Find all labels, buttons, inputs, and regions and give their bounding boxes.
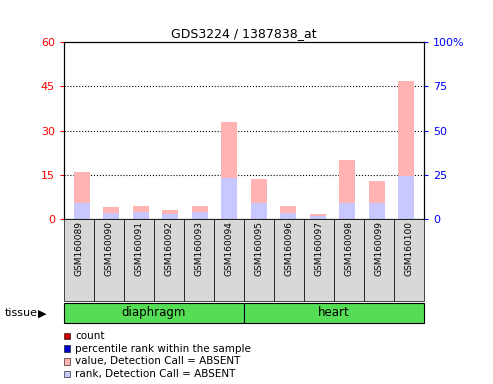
Bar: [221, 122, 238, 219]
Bar: [154, 219, 184, 301]
Bar: [274, 219, 304, 301]
Bar: [73, 203, 90, 219]
Bar: [244, 219, 274, 301]
Text: GSM160094: GSM160094: [224, 221, 234, 276]
Text: GSM160100: GSM160100: [404, 221, 414, 276]
Title: GDS3224 / 1387838_at: GDS3224 / 1387838_at: [171, 26, 317, 40]
Text: GSM160098: GSM160098: [345, 221, 353, 276]
Bar: [244, 303, 424, 323]
Bar: [73, 172, 90, 219]
Text: GSM160091: GSM160091: [135, 221, 143, 276]
Bar: [339, 160, 355, 219]
Text: GSM160092: GSM160092: [165, 221, 174, 276]
Bar: [214, 219, 244, 301]
Text: percentile rank within the sample: percentile rank within the sample: [75, 344, 251, 354]
Text: diaphragm: diaphragm: [122, 306, 186, 319]
Bar: [192, 212, 208, 219]
Bar: [64, 219, 94, 301]
Bar: [133, 212, 149, 219]
Bar: [304, 219, 334, 301]
Bar: [334, 219, 364, 301]
Bar: [310, 216, 326, 219]
Bar: [398, 176, 415, 219]
Bar: [280, 206, 296, 219]
Bar: [162, 210, 178, 219]
Text: rank, Detection Call = ABSENT: rank, Detection Call = ABSENT: [75, 369, 236, 379]
Text: ▶: ▶: [37, 308, 46, 318]
Text: GSM160096: GSM160096: [284, 221, 293, 276]
Bar: [192, 206, 208, 219]
Bar: [103, 207, 119, 219]
Text: heart: heart: [318, 306, 350, 319]
Bar: [339, 203, 355, 219]
Bar: [250, 203, 267, 219]
Bar: [280, 213, 296, 219]
Text: tissue: tissue: [5, 308, 38, 318]
Bar: [250, 179, 267, 219]
Bar: [162, 214, 178, 219]
Text: GSM160093: GSM160093: [195, 221, 204, 276]
Bar: [133, 206, 149, 219]
Bar: [103, 213, 119, 219]
Bar: [369, 180, 385, 219]
Bar: [369, 203, 385, 219]
Text: GSM160090: GSM160090: [105, 221, 113, 276]
Text: GSM160097: GSM160097: [315, 221, 323, 276]
Bar: [64, 303, 244, 323]
Bar: [394, 219, 424, 301]
Text: GSM160099: GSM160099: [375, 221, 384, 276]
Text: GSM160089: GSM160089: [74, 221, 84, 276]
Bar: [398, 81, 415, 219]
Text: GSM160095: GSM160095: [254, 221, 264, 276]
Bar: [364, 219, 394, 301]
Bar: [124, 219, 154, 301]
Text: value, Detection Call = ABSENT: value, Detection Call = ABSENT: [75, 356, 241, 366]
Bar: [310, 214, 326, 219]
Bar: [221, 178, 238, 219]
Bar: [94, 219, 124, 301]
Bar: [184, 219, 214, 301]
Text: count: count: [75, 331, 105, 341]
